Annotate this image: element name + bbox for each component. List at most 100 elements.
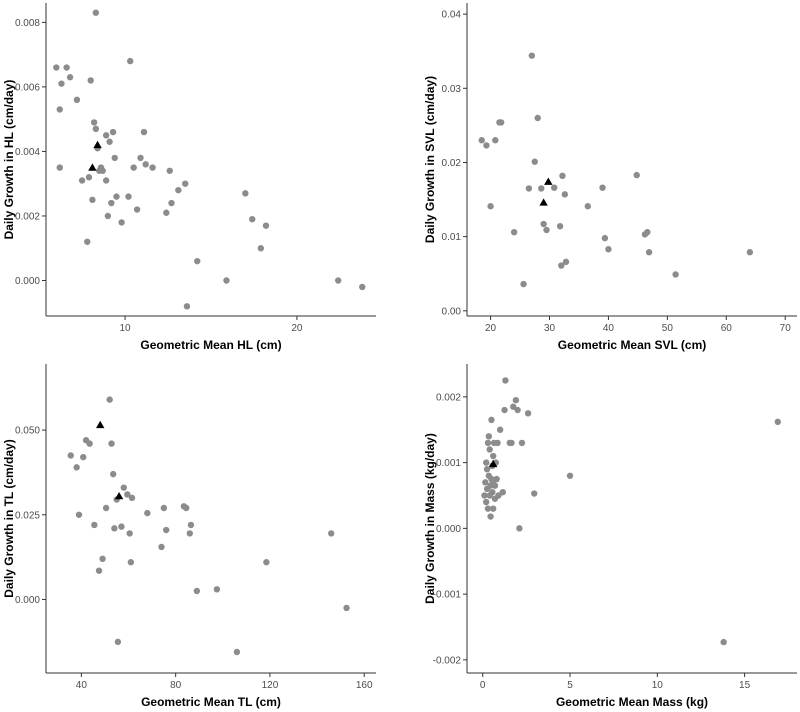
highlight-triangle-point: [488, 459, 498, 468]
data-point: [487, 203, 494, 210]
data-point: [63, 64, 70, 71]
y-tick-label: 0.001: [436, 458, 461, 469]
data-point: [99, 555, 106, 563]
data-point: [524, 410, 532, 417]
data-point: [182, 180, 189, 187]
x-tick-label: 80: [170, 680, 182, 691]
data-point: [487, 513, 494, 520]
data-point: [163, 209, 170, 216]
x-tick-label: 160: [356, 680, 373, 691]
highlight-triangle-point: [93, 140, 102, 149]
data-point: [130, 164, 137, 171]
data-point: [556, 223, 564, 230]
y-tick-label: 0.01: [442, 232, 462, 243]
data-point: [87, 77, 94, 84]
data-point: [111, 525, 118, 532]
y-tick-label: 0.00: [442, 306, 462, 317]
data-point: [92, 9, 100, 16]
data-point: [483, 142, 490, 149]
x-axis-title: Geometric Mean HL (cm): [140, 338, 281, 352]
data-point: [158, 543, 165, 551]
data-point: [137, 154, 144, 162]
data-point: [90, 119, 98, 126]
data-point: [53, 64, 60, 71]
data-point: [485, 433, 493, 440]
data-point: [484, 505, 492, 512]
data-point: [99, 167, 106, 174]
data-point: [484, 439, 492, 447]
highlight-triangle-point: [96, 420, 105, 429]
y-tick-label: 0.008: [15, 18, 40, 29]
data-point: [175, 186, 182, 194]
y-tick-label: -0.002: [433, 655, 462, 666]
data-point: [488, 416, 495, 424]
data-point: [163, 526, 170, 534]
data-point: [91, 521, 98, 529]
data-point: [483, 498, 490, 506]
data-point: [111, 154, 118, 162]
y-axis-title: Daily Growth in TL (cm/day): [2, 439, 16, 597]
data-point: [127, 57, 134, 65]
data-point: [67, 452, 74, 459]
data-point: [92, 125, 100, 133]
data-point: [193, 587, 201, 595]
x-tick-label: 30: [544, 323, 556, 334]
x-tick-label: 40: [76, 680, 88, 691]
data-point: [328, 530, 335, 537]
data-point: [538, 185, 545, 192]
y-tick-label: 0.000: [436, 524, 461, 535]
data-point: [489, 452, 497, 460]
data-point: [481, 492, 488, 499]
data-point: [644, 228, 651, 236]
data-point: [194, 257, 201, 265]
data-point: [58, 80, 65, 87]
data-point: [566, 472, 574, 479]
y-tick-label: 0.002: [436, 392, 461, 403]
data-point: [491, 482, 499, 489]
data-point: [95, 567, 103, 574]
data-point: [106, 396, 113, 403]
highlight-triangle-point: [88, 163, 97, 171]
data-point: [493, 475, 500, 483]
data-point: [478, 137, 485, 144]
highlight-triangle-point: [544, 177, 553, 185]
data-point: [543, 226, 550, 234]
x-tick-label: 0: [480, 680, 486, 691]
data-point: [559, 172, 566, 180]
data-point: [73, 464, 80, 471]
x-tick-label: 15: [739, 680, 751, 691]
data-point: [80, 453, 87, 461]
data-point: [140, 128, 148, 136]
data-point: [102, 132, 110, 139]
data-point: [109, 128, 117, 136]
panel-mass-growth: Geometric Mean Mass (kg) Daily Growth in…: [423, 364, 797, 709]
y-axis-title: Daily Growth in SVL (cm/day): [423, 76, 437, 243]
data-point: [118, 523, 125, 530]
x-tick-label: 40: [603, 323, 615, 334]
highlight-triangle-point: [539, 198, 548, 206]
data-point: [262, 222, 270, 229]
data-point: [551, 184, 558, 191]
y-tick-label: 0.000: [15, 276, 40, 287]
data-point: [502, 377, 509, 384]
data-point: [126, 530, 133, 537]
x-tick-label: 60: [721, 323, 733, 334]
data-point: [85, 174, 93, 181]
data-point: [124, 491, 131, 498]
data-point: [183, 504, 190, 512]
data-point: [599, 184, 606, 191]
data-point: [213, 586, 221, 593]
y-tick-label: 0.000: [15, 595, 40, 606]
x-tick-label: 50: [662, 323, 674, 334]
data-point: [106, 138, 113, 145]
data-point: [168, 199, 175, 207]
data-point: [102, 177, 110, 184]
data-point: [242, 190, 249, 197]
panel-tl-growth: Geometric Mean TL (cm) Daily Growth in T…: [2, 364, 376, 709]
data-point: [540, 220, 547, 228]
highlight-triangle-point: [114, 491, 124, 500]
data-point: [518, 439, 526, 447]
data-point: [75, 511, 83, 518]
data-point: [160, 504, 168, 512]
data-point: [66, 74, 74, 81]
